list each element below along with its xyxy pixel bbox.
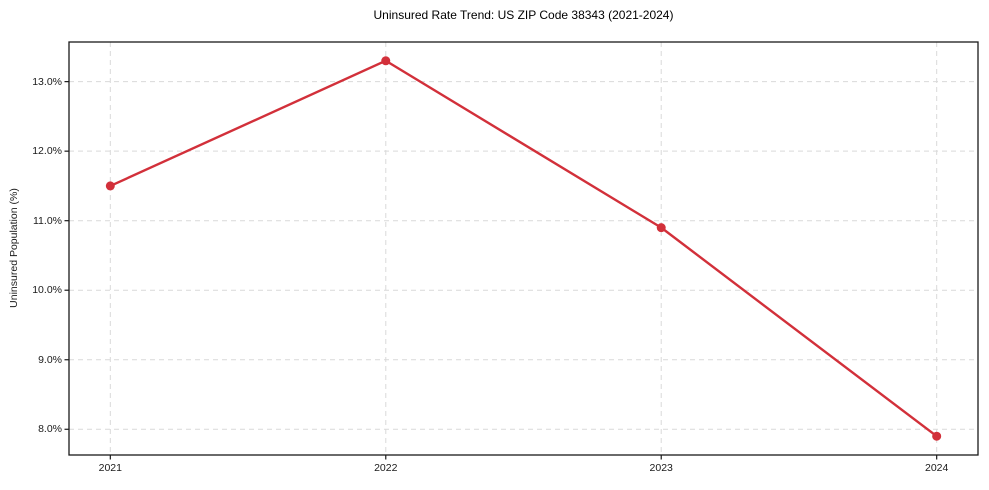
data-point-marker bbox=[932, 431, 942, 441]
data-line bbox=[109, 59, 938, 438]
chart-title: Uninsured Rate Trend: US ZIP Code 38343 … bbox=[373, 8, 674, 22]
data-point-marker bbox=[105, 181, 115, 191]
x-tick-label: 2021 bbox=[98, 462, 122, 474]
x-tick-label: 2024 bbox=[924, 462, 949, 474]
y-tick-label: 11.0% bbox=[33, 214, 62, 227]
axes-spines bbox=[68, 41, 979, 456]
x-tick-label: 2023 bbox=[649, 462, 673, 474]
y-tick-label: 9.0% bbox=[38, 353, 62, 366]
y-tick-label: 8.0% bbox=[38, 423, 62, 436]
y-tick-label: 12.0% bbox=[32, 145, 62, 158]
y-tick-label: 13.0% bbox=[32, 75, 62, 88]
data-point-marker bbox=[656, 223, 666, 233]
y-tick-label: 10.0% bbox=[32, 284, 62, 297]
x-tick-label: 2022 bbox=[374, 462, 398, 474]
data-point-marker bbox=[381, 56, 391, 66]
